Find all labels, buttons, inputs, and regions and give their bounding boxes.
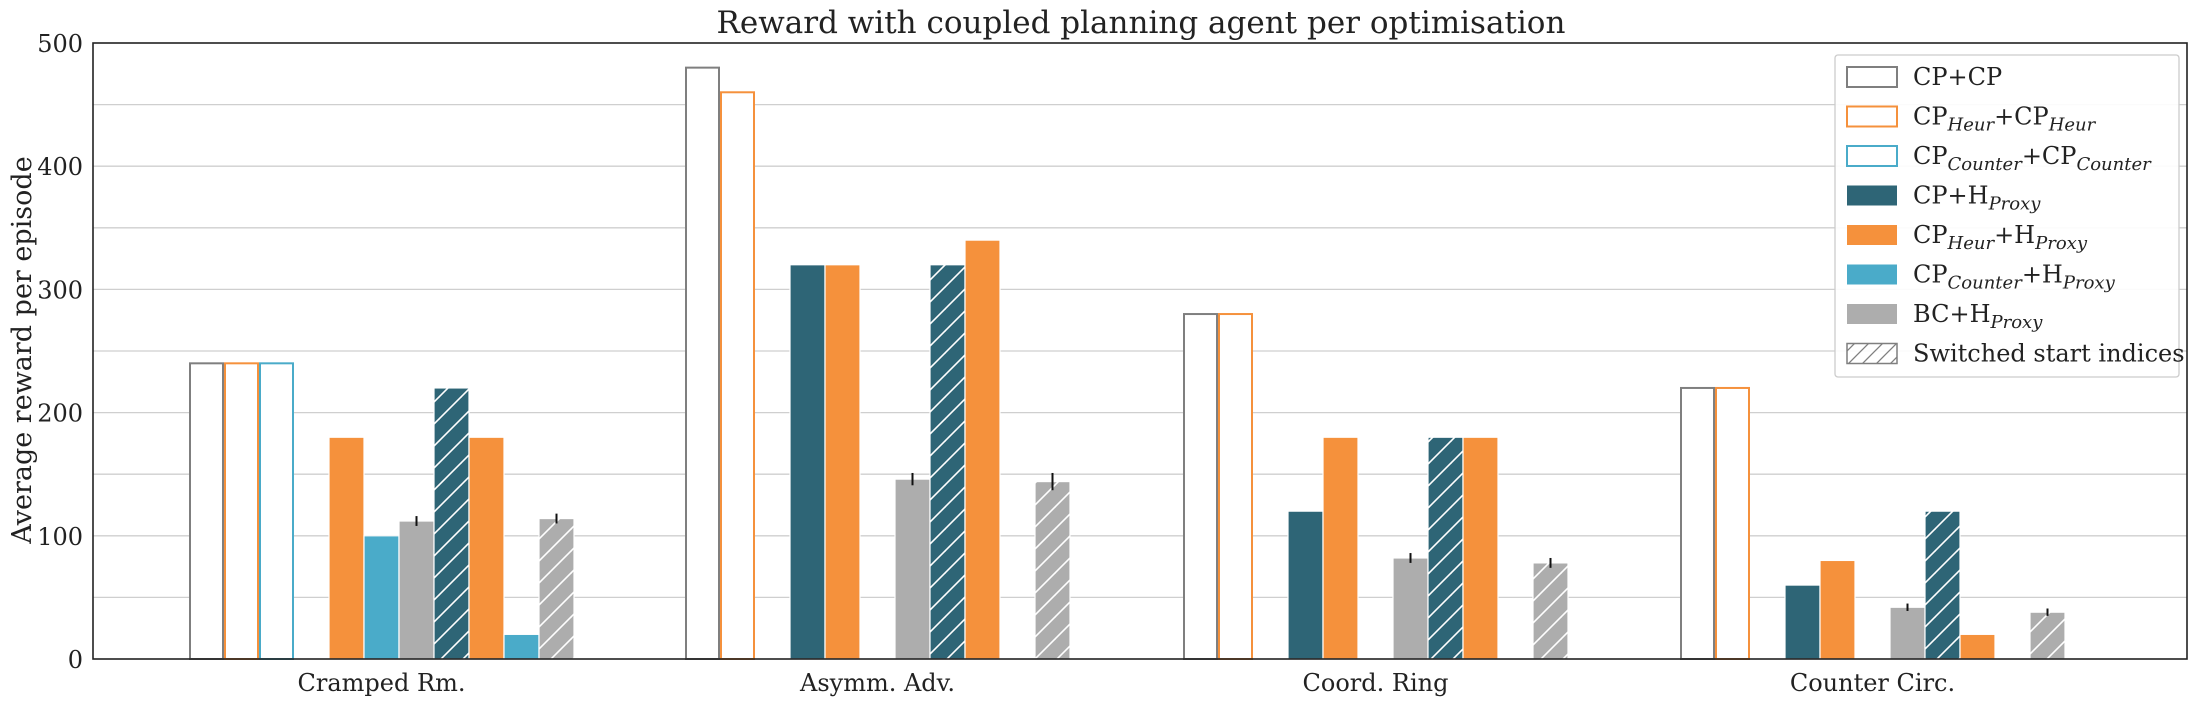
legend-swatch bbox=[1847, 304, 1897, 324]
bar bbox=[1680, 386, 1715, 660]
legend-swatch-hatch bbox=[1846, 342, 1898, 365]
chart-title: Reward with coupled planning agent per o… bbox=[717, 5, 1566, 41]
bars bbox=[189, 66, 2066, 660]
bar-hatch bbox=[930, 264, 965, 659]
bar bbox=[824, 264, 861, 660]
legend-label: CP+CP bbox=[1913, 63, 2002, 91]
legend-label: CPCounter+HProxy bbox=[1913, 261, 2116, 294]
bar bbox=[1322, 436, 1359, 660]
bar bbox=[1819, 559, 1856, 660]
bar bbox=[363, 535, 400, 660]
legend-swatch bbox=[1846, 145, 1898, 167]
bar-hatch bbox=[1925, 511, 1960, 659]
bar-hatch bbox=[434, 387, 469, 659]
bar bbox=[398, 520, 435, 660]
legend-swatch bbox=[1847, 185, 1897, 206]
bar bbox=[964, 239, 1001, 660]
bar bbox=[1959, 633, 1996, 660]
legend-label: CPHeur+HProxy bbox=[1913, 221, 2088, 254]
legend-label: CPCounter+CPCounter bbox=[1913, 142, 2152, 175]
y-tick-label: 300 bbox=[37, 276, 83, 304]
bar bbox=[1183, 313, 1218, 660]
legend-box bbox=[1834, 54, 2180, 378]
legend-label: CPHeur+CPHeur bbox=[1913, 103, 2097, 136]
y-tick-label: 400 bbox=[37, 153, 83, 181]
y-tick-label: 200 bbox=[37, 400, 83, 428]
bar bbox=[789, 264, 826, 660]
bar bbox=[720, 91, 755, 660]
bar bbox=[224, 362, 259, 660]
legend-label: CP+HProxy bbox=[1913, 182, 2041, 215]
y-axis-label: Average reward per episode bbox=[7, 156, 38, 544]
legend-swatch bbox=[1846, 105, 1898, 128]
legend-swatch bbox=[1846, 66, 1898, 88]
bar bbox=[894, 478, 931, 660]
y-tick-label: 100 bbox=[37, 523, 83, 551]
bar bbox=[1784, 584, 1821, 660]
legend-label: Switched start indices bbox=[1913, 340, 2185, 368]
bar bbox=[1218, 313, 1253, 660]
bar-hatch bbox=[1035, 481, 1070, 659]
x-tick-label: Coord. Ring bbox=[1303, 669, 1449, 697]
bar bbox=[1287, 510, 1324, 660]
bar bbox=[259, 362, 294, 660]
bar bbox=[1715, 386, 1750, 660]
bar-hatch bbox=[1428, 437, 1463, 659]
y-tick-label: 0 bbox=[68, 646, 83, 674]
axes: 0 100 200 300 400 500 Cramped Rm. Asymm. Adv. Co… bbox=[37, 30, 2188, 697]
plot-frame bbox=[92, 42, 2188, 660]
bar bbox=[1392, 557, 1429, 660]
x-tick-label: Cramped Rm. bbox=[298, 669, 466, 697]
bar bbox=[328, 436, 365, 660]
bar bbox=[503, 633, 540, 660]
x-tick-label: Asymm. Adv. bbox=[799, 669, 955, 697]
bar bbox=[1462, 436, 1499, 660]
legend-label: BC+HProxy bbox=[1913, 300, 2043, 333]
bar-hatch bbox=[1533, 562, 1568, 659]
x-tick-label: Counter Circ. bbox=[1790, 669, 1955, 697]
bar bbox=[468, 436, 505, 660]
bar bbox=[1889, 606, 1926, 660]
bar bbox=[189, 362, 224, 660]
legend-swatch bbox=[1847, 225, 1897, 245]
bar-hatch bbox=[2030, 612, 2065, 659]
y-tick-label: 500 bbox=[37, 30, 83, 58]
bar-hatch bbox=[539, 518, 574, 659]
legend-swatch bbox=[1847, 264, 1897, 285]
bar bbox=[685, 66, 720, 660]
legend: CP+CP CPHeur+CPHeur CPCounter+CPCounter CP+… bbox=[1834, 54, 2185, 378]
